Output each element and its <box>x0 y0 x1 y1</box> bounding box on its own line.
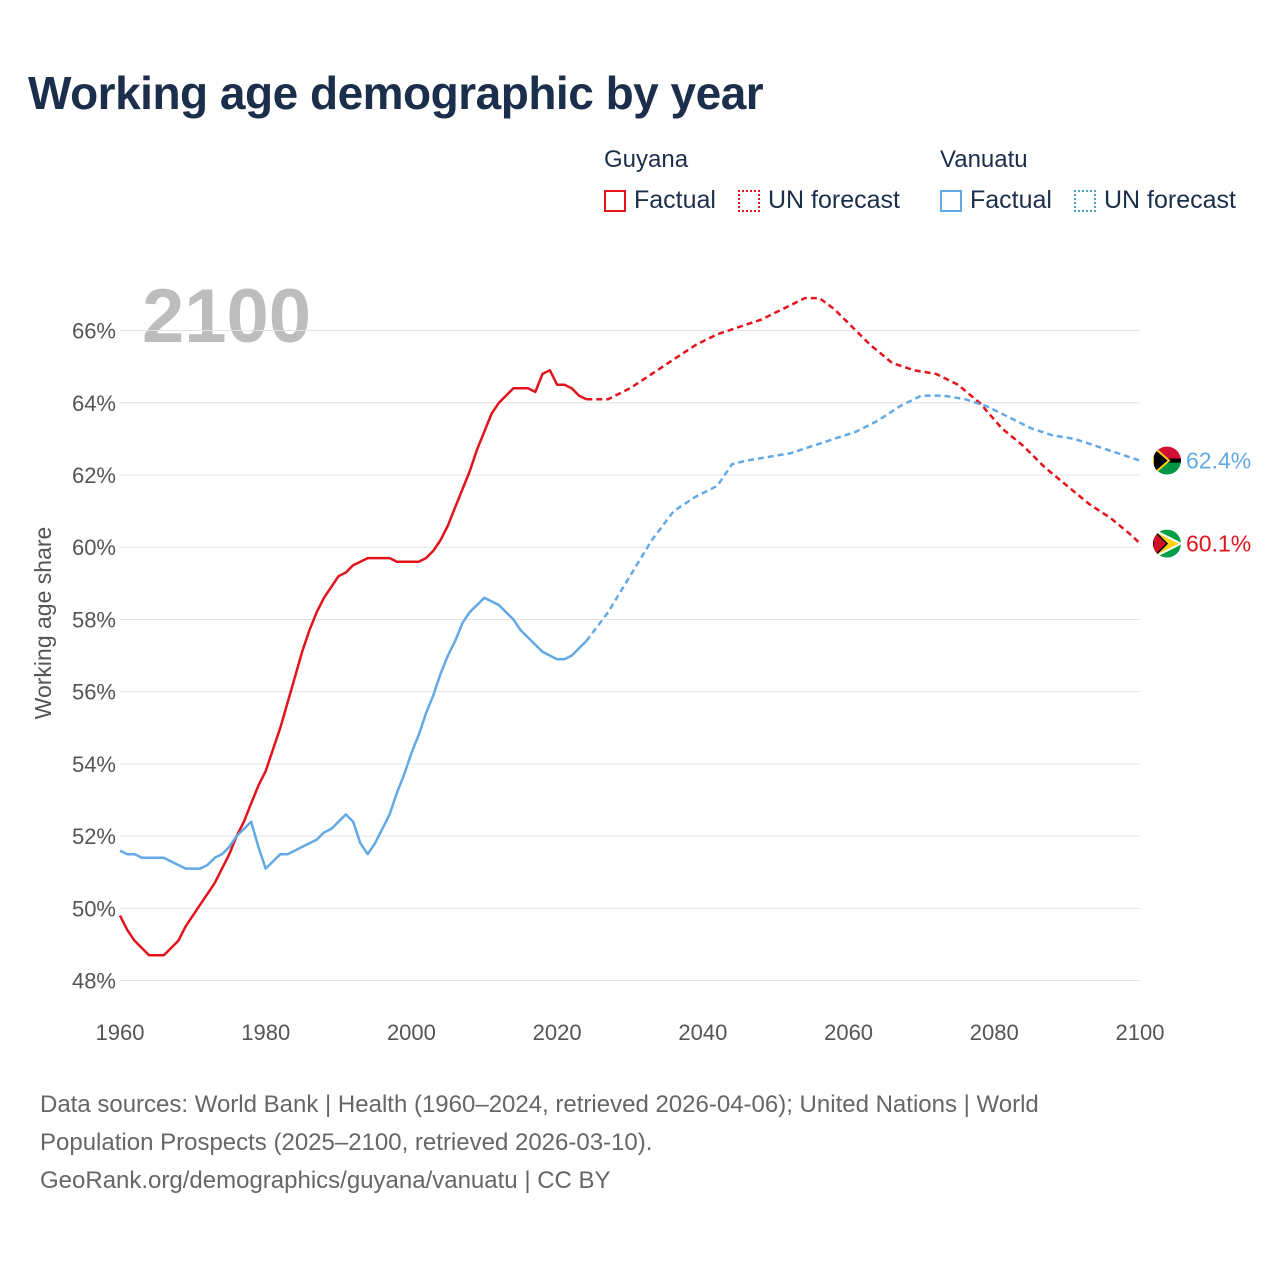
y-tick-label: 48% <box>72 969 116 994</box>
y-tick-label: 54% <box>72 752 116 777</box>
y-tick-label: 66% <box>72 319 116 344</box>
x-tick-label: 2100 <box>1116 1020 1165 1045</box>
x-tick-label: 2080 <box>970 1020 1019 1045</box>
legend-guyana-factual[interactable]: Factual <box>604 186 716 215</box>
legend-swatch-vanuatu-factual <box>940 189 962 212</box>
grid <box>120 330 1140 982</box>
legend-vanuatu-factual[interactable]: Factual <box>940 186 1052 215</box>
chart-area: 2100 48% 50% 52% 54% 56% 58% 60% 62% 64% 66% 1960… <box>30 274 1251 1045</box>
x-tick-label: 1980 <box>241 1020 290 1045</box>
legend-swatch-guyana-factual <box>604 189 626 212</box>
footer: Data sources: World Bank | Health (1960–… <box>40 1086 1240 1200</box>
x-axis: 1960 1980 2000 2020 2040 2060 2080 2100 <box>96 1020 1165 1045</box>
guyana-flag-icon <box>1153 529 1181 558</box>
legend-group-vanuatu: Vanuatu <box>940 146 1028 173</box>
y-axis-label: Working age share <box>30 527 56 720</box>
legend-group-guyana: Guyana <box>604 146 689 173</box>
y-tick-label: 62% <box>72 463 116 488</box>
y-axis: 48% 50% 52% 54% 56% 58% 60% 62% 64% 66% <box>72 319 116 994</box>
footer-line-2: Population Prospects (2025–2100, retriev… <box>40 1129 653 1156</box>
end-markers: 60.1% 62.4% <box>1153 446 1251 558</box>
current-year-label: 2100 <box>142 274 311 359</box>
y-tick-label: 50% <box>72 896 116 921</box>
series-lines <box>118 296 1141 957</box>
vanuatu-forecast-line[interactable] <box>585 394 1141 642</box>
legend-label-guyana-factual: Factual <box>634 186 716 214</box>
guyana-factual-line[interactable] <box>118 369 587 957</box>
chart-title: Working age demographic by year <box>28 67 764 119</box>
vanuatu-flag-icon <box>1153 446 1181 475</box>
guyana-end-value-label: 60.1% <box>1186 531 1251 557</box>
x-tick-label: 2040 <box>678 1020 727 1045</box>
footer-line-1: Data sources: World Bank | Health (1960–… <box>40 1091 1039 1118</box>
vanuatu-end-value-label: 62.4% <box>1186 448 1251 474</box>
y-tick-label: 56% <box>72 680 116 705</box>
y-tick-label: 58% <box>72 607 116 632</box>
legend-label-vanuatu-factual: Factual <box>970 186 1052 214</box>
x-tick-label: 1960 <box>96 1020 145 1045</box>
guyana-forecast-line[interactable] <box>586 296 1141 545</box>
footer-line-3[interactable]: GeoRank.org/demographics/guyana/vanuatu … <box>40 1167 611 1194</box>
y-tick-label: 64% <box>72 391 116 416</box>
x-tick-label: 2020 <box>533 1020 582 1045</box>
legend-vanuatu-forecast[interactable]: UN forecast <box>1074 186 1236 215</box>
legend-label-guyana-forecast: UN forecast <box>768 186 900 214</box>
y-tick-label: 52% <box>72 824 116 849</box>
legend-swatch-guyana-forecast <box>738 189 760 212</box>
legend-swatch-vanuatu-forecast <box>1074 189 1096 212</box>
vanuatu-factual-line[interactable] <box>119 596 588 870</box>
x-tick-label: 2000 <box>387 1020 436 1045</box>
y-tick-label: 60% <box>72 535 116 560</box>
legend-guyana-forecast[interactable]: UN forecast <box>738 186 900 215</box>
x-tick-label: 2060 <box>824 1020 873 1045</box>
legend-label-vanuatu-forecast: UN forecast <box>1104 186 1236 214</box>
